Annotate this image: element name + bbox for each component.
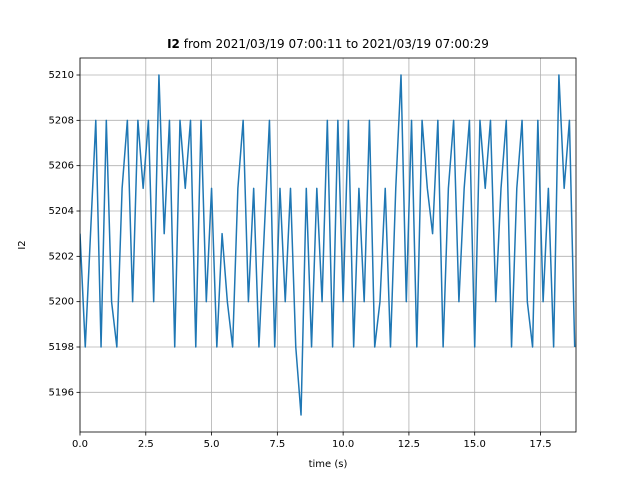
chart-title: I2 from 2021/03/19 07:00:11 to 2021/03/1… [167, 37, 489, 51]
y-tick-label: 5200 [49, 297, 74, 308]
y-tick-label: 5210 [49, 70, 74, 81]
x-tick-label: 5.0 [204, 439, 220, 450]
x-tick-label: 15.0 [464, 439, 486, 450]
x-axis-label: time (s) [309, 459, 348, 470]
x-tick-label: 12.5 [398, 439, 420, 450]
axes-frame [79, 57, 577, 433]
y-axis-label: I2 [17, 240, 28, 249]
x-tick-label: 0.0 [72, 439, 88, 450]
x-tick-label: 7.5 [269, 439, 285, 450]
y-tick-label: 5202 [49, 251, 74, 262]
x-tick-label: 2.5 [138, 439, 154, 450]
y-tick-label: 5204 [49, 206, 74, 217]
data-line [80, 74, 576, 416]
x-tick-label: 10.0 [332, 439, 354, 450]
title-text: from 2021/03/19 07:00:11 to 2021/03/19 0… [184, 37, 489, 51]
y-tick-label: 5198 [49, 342, 74, 353]
y-tick-label: 5196 [49, 387, 74, 398]
y-tick-label: 5206 [49, 161, 74, 172]
title-series: I2 [167, 37, 180, 51]
y-tick-label: 5208 [49, 115, 74, 126]
x-tick-label: 17.5 [529, 439, 551, 450]
